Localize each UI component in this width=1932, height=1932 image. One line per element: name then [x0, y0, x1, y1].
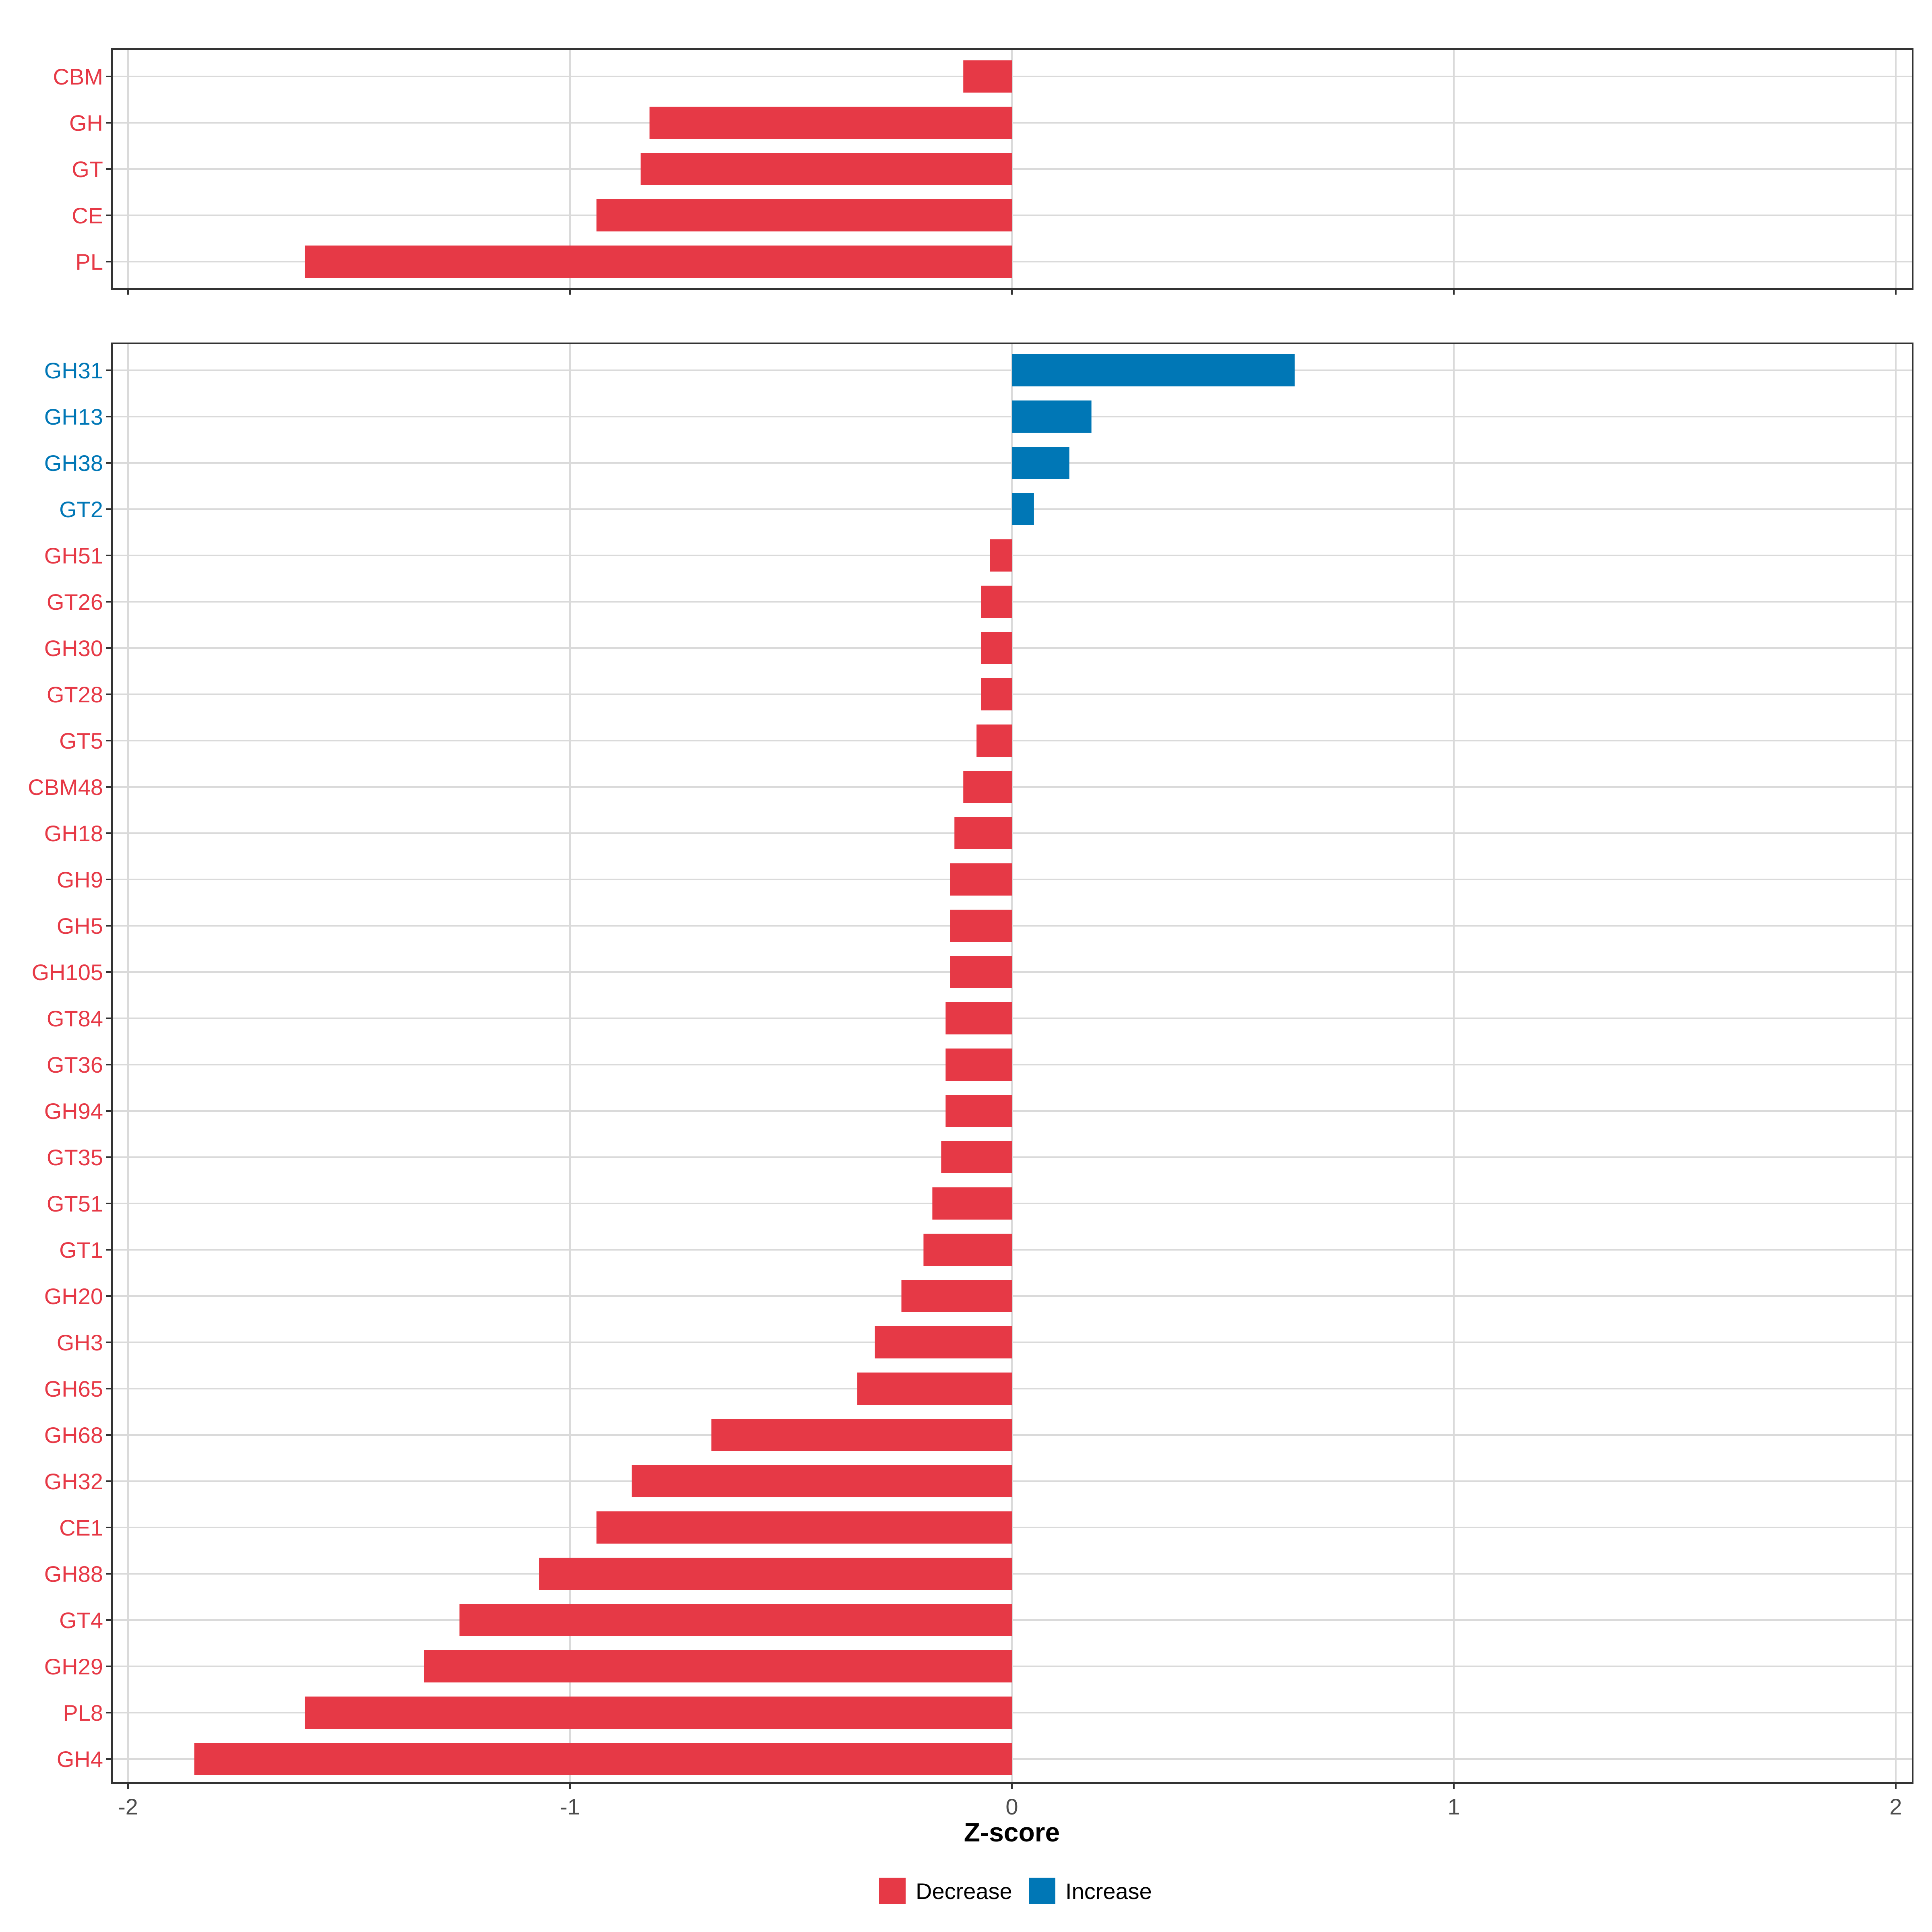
bar-cbm48: [963, 771, 1012, 803]
bar-gt4: [459, 1604, 1012, 1636]
bar-gh9: [950, 863, 1012, 896]
bar-gh68: [711, 1419, 1012, 1451]
category-label-pl8: PL8: [63, 1700, 103, 1726]
bar-gh13: [1012, 400, 1092, 433]
category-label-gh68: GH68: [44, 1422, 103, 1448]
category-label-gh9: GH9: [57, 867, 103, 892]
bar-gh32: [632, 1465, 1012, 1497]
bar-pl: [305, 246, 1012, 278]
legend: Decrease Increase: [879, 1878, 1152, 1904]
category-label-gt2: GT2: [59, 497, 103, 522]
bar-gt26: [981, 586, 1012, 618]
category-label-gh31: GH31: [44, 358, 103, 383]
x-tick-label: 0: [1005, 1794, 1018, 1819]
bar-gt51: [932, 1187, 1012, 1220]
category-label-gh65: GH65: [44, 1376, 103, 1402]
bar-gh31: [1012, 354, 1295, 386]
bar-gt36: [945, 1049, 1012, 1081]
bar-gt28: [981, 678, 1012, 710]
category-label-gh38: GH38: [44, 450, 103, 476]
category-label-gh94: GH94: [44, 1098, 103, 1124]
bar-gh20: [901, 1280, 1012, 1312]
category-label-gt51: GT51: [47, 1191, 103, 1216]
bottom-panel: GH31 GH13 GH38 GT2 GH51 GT26 GH30 GT28 GT5 CBM48 G…: [28, 343, 1913, 1789]
category-label-gt5: GT5: [59, 728, 103, 753]
category-label-gt35: GT35: [47, 1145, 103, 1170]
panel-border: [111, 343, 1913, 1784]
category-label-gh51: GH51: [44, 543, 103, 568]
category-label-gt26: GT26: [47, 589, 103, 615]
category-label-gt28: GT28: [47, 682, 103, 707]
bar-ce1: [596, 1511, 1012, 1544]
legend-swatch-decrease: [879, 1878, 906, 1904]
bar-ce: [596, 199, 1012, 231]
category-label-gt84: GT84: [47, 1006, 103, 1031]
category-label-gh20: GH20: [44, 1284, 103, 1309]
category-label-gh32: GH32: [44, 1469, 103, 1494]
x-axis-ticks: -2 -1 0 1 2: [118, 1794, 1902, 1819]
bar-pl8: [305, 1697, 1012, 1729]
bar-gh105: [950, 956, 1012, 988]
category-label-ce1: CE1: [59, 1515, 103, 1540]
category-label-cbm48: CBM48: [28, 774, 103, 800]
bar-gh18: [954, 817, 1012, 849]
category-label-gh13: GH13: [44, 404, 103, 429]
x-tick-label: 2: [1889, 1794, 1902, 1819]
category-label-ce: CE: [72, 203, 103, 228]
bar-gh5: [950, 910, 1012, 942]
bar-gh4: [194, 1743, 1012, 1775]
bar-gh94: [945, 1095, 1012, 1127]
top-panel: CBM GH GT CE PL: [53, 48, 1913, 295]
bar-gh38: [1012, 447, 1069, 479]
bar-gh3: [875, 1326, 1012, 1358]
bar-gt84: [945, 1002, 1012, 1034]
bar-gt5: [976, 724, 1012, 757]
bar-gh29: [424, 1650, 1012, 1682]
category-label-cbm: CBM: [53, 64, 103, 89]
category-label-gh18: GH18: [44, 821, 103, 846]
x-tick-label: -2: [118, 1794, 138, 1819]
category-label-gt: GT: [72, 157, 103, 182]
category-label-gh29: GH29: [44, 1654, 103, 1679]
legend-label-decrease: Decrease: [916, 1878, 1012, 1904]
category-label-gt36: GT36: [47, 1052, 103, 1077]
category-label-gh88: GH88: [44, 1561, 103, 1587]
bar-gt35: [941, 1141, 1012, 1173]
x-axis-title: Z-score: [964, 1817, 1060, 1847]
bar-gh30: [981, 632, 1012, 664]
category-label-gh: GH: [69, 110, 103, 136]
bar-gt2: [1012, 493, 1034, 525]
category-label-gh4: GH4: [57, 1746, 103, 1772]
category-label-gt1: GT1: [59, 1237, 103, 1263]
category-label-gh5: GH5: [57, 913, 103, 939]
category-label-pl: PL: [76, 249, 103, 275]
bar-gh: [649, 107, 1012, 139]
x-tick-label: -1: [560, 1794, 580, 1819]
legend-label-increase: Increase: [1065, 1878, 1152, 1904]
bar-cbm: [963, 60, 1012, 93]
category-label-gt4: GT4: [59, 1608, 103, 1633]
bar-gh65: [857, 1373, 1012, 1405]
category-label-gh30: GH30: [44, 636, 103, 661]
bar-gh88: [539, 1558, 1012, 1590]
bar-gt1: [923, 1234, 1012, 1266]
x-tick-label: 1: [1447, 1794, 1460, 1819]
bar-gt: [640, 153, 1012, 185]
category-label-gh105: GH105: [32, 960, 103, 985]
panel-border: [111, 48, 1913, 290]
legend-swatch-increase: [1029, 1878, 1055, 1904]
category-label-gh3: GH3: [57, 1330, 103, 1355]
bar-gh51: [990, 539, 1012, 572]
